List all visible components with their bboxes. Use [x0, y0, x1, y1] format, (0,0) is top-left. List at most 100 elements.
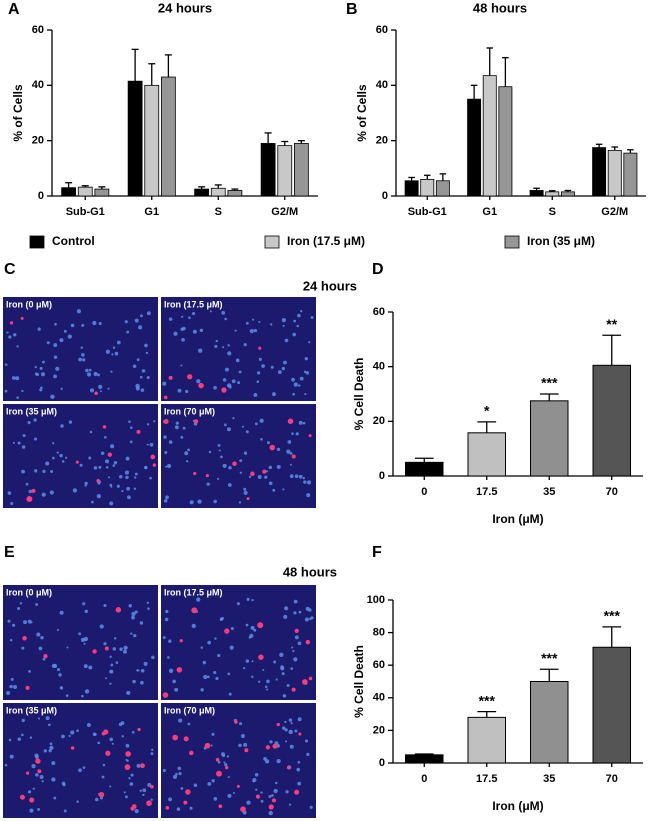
dead-cell [191, 607, 198, 614]
panel-letter: C [4, 261, 16, 278]
cell-nucleus [272, 392, 276, 397]
cell-nucleus [232, 416, 235, 420]
cell-nucleus [232, 792, 235, 795]
cell-nucleus [29, 736, 33, 739]
cell-nucleus [108, 476, 111, 479]
cell-nucleus [34, 469, 38, 473]
cell-nucleus [146, 443, 149, 446]
bar [545, 191, 560, 197]
cell-nucleus [61, 781, 66, 786]
cell-nucleus [293, 657, 298, 662]
dead-cell [115, 607, 122, 613]
cell-nucleus [82, 358, 86, 362]
cell-nucleus [42, 657, 46, 661]
dead-cell [185, 789, 191, 795]
cell-nucleus [306, 480, 312, 485]
dead-cell [204, 742, 211, 749]
cell-nucleus [131, 730, 135, 734]
cell-nucleus [89, 388, 95, 393]
cell-nucleus [45, 461, 50, 466]
cell-nucleus [187, 722, 191, 726]
cell-nucleus [261, 364, 265, 368]
dead-cell [150, 454, 156, 460]
cell-nucleus [126, 486, 131, 491]
cell-nucleus [85, 368, 89, 373]
cell-nucleus [222, 378, 227, 382]
y-tick-label: 20 [373, 415, 385, 427]
cell-nucleus [84, 484, 87, 487]
cell-nucleus [239, 459, 243, 463]
cell-nucleus [112, 647, 117, 651]
bar [61, 187, 77, 197]
cell-nucleus [98, 482, 101, 485]
cell-nucleus [107, 387, 110, 390]
cell-nucleus [288, 729, 293, 735]
cell-nucleus [99, 390, 102, 393]
dead-cell [286, 765, 291, 770]
cell-nucleus [217, 443, 221, 447]
cell-nucleus [175, 425, 178, 428]
cell-nucleus [251, 660, 254, 663]
cell-nucleus [37, 807, 41, 811]
cell-nucleus [264, 475, 268, 479]
micrograph [3, 297, 158, 401]
y-axis-label: % of Cells [355, 84, 369, 142]
cell-nucleus [243, 667, 246, 670]
cell-nucleus [133, 487, 137, 491]
dead-cell [94, 391, 98, 396]
dead-cell [298, 732, 302, 736]
cell-nucleus [214, 344, 218, 349]
cell-nucleus [276, 759, 281, 764]
cell-nucleus [83, 642, 86, 645]
dead-cell [276, 722, 280, 727]
cell-nucleus [68, 420, 73, 424]
cell-nucleus [310, 616, 314, 620]
cell-nucleus [16, 345, 19, 348]
x-axis-label: Iron (μM) [492, 799, 543, 813]
cell-nucleus [268, 795, 272, 799]
micrograph [161, 297, 316, 401]
cell-nucleus [240, 734, 245, 738]
cell-nucleus [21, 469, 25, 474]
cell-nucleus [70, 730, 75, 735]
cell-nucleus [123, 791, 126, 794]
cell-nucleus [7, 491, 12, 495]
cell-nucleus [288, 718, 293, 722]
bar [435, 180, 450, 197]
bar [467, 432, 506, 477]
dead-cell [236, 784, 240, 788]
cell-nucleus [25, 482, 29, 486]
cell-nucleus [290, 722, 293, 725]
dead-cell [255, 794, 260, 799]
cell-nucleus [177, 766, 182, 771]
dead-cell [105, 750, 111, 756]
cell-nucleus [162, 768, 167, 773]
cell-nucleus [263, 757, 267, 761]
cell-nucleus [86, 722, 91, 727]
cell-nucleus [284, 728, 288, 732]
panel-title: 48 hours [283, 564, 337, 579]
cell-nucleus [98, 384, 103, 389]
cell-nucleus [197, 499, 202, 504]
cell-nucleus [39, 775, 44, 780]
cell-nucleus [21, 733, 24, 737]
dead-cell [258, 346, 262, 350]
panel-letter: D [372, 261, 384, 278]
cell-nucleus [291, 432, 294, 436]
cell-nucleus [40, 635, 44, 640]
cell-nucleus [4, 363, 8, 366]
cell-nucleus [145, 351, 149, 355]
y-tick-label: 80 [373, 627, 385, 639]
bar [77, 186, 93, 197]
cell-nucleus [122, 649, 128, 654]
cell-nucleus [136, 358, 140, 362]
cell-nucleus [37, 327, 41, 331]
x-tick-label: Sub-G1 [66, 206, 105, 218]
cell-nucleus [187, 448, 191, 452]
dead-cell [19, 794, 25, 800]
cell-nucleus [16, 396, 19, 399]
cell-nucleus [286, 683, 290, 687]
bar [160, 76, 176, 197]
dead-cell [96, 479, 100, 483]
cell-nucleus [229, 645, 234, 650]
